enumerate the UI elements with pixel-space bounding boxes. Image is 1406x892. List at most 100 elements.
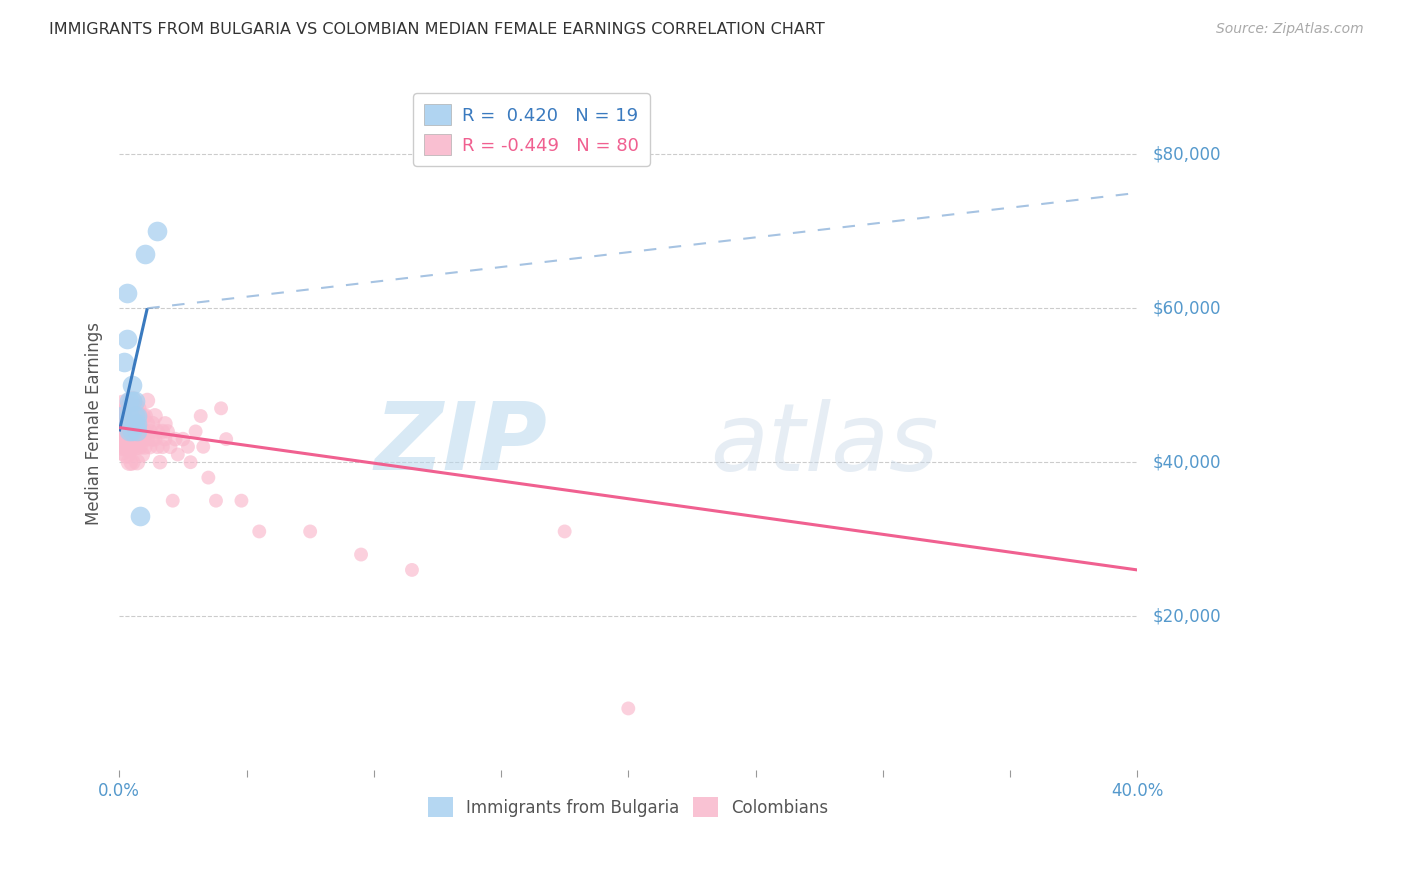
Point (193, 440, 215, 454)
Point (134, 247, 156, 261)
Point (121, 455, 143, 469)
Point (128, 509, 150, 524)
Point (112, 417, 135, 431)
Point (121, 425, 143, 439)
Point (153, 417, 176, 431)
Point (141, 432, 163, 446)
Point (149, 455, 172, 469)
Point (112, 401, 135, 416)
Point (111, 409, 134, 423)
Point (127, 417, 149, 431)
Point (180, 455, 202, 469)
Point (617, 701, 640, 715)
Point (205, 493, 228, 508)
Point (136, 417, 159, 431)
Point (152, 425, 174, 439)
Point (166, 448, 188, 462)
Point (146, 224, 169, 238)
Point (184, 425, 207, 439)
Point (131, 425, 153, 439)
Point (401, 563, 423, 577)
Point (115, 448, 138, 462)
Point (115, 440, 138, 454)
Point (247, 524, 270, 539)
Point (121, 409, 143, 423)
Point (127, 409, 149, 423)
Legend: Immigrants from Bulgaria, Colombians: Immigrants from Bulgaria, Colombians (422, 790, 835, 824)
Point (112, 440, 135, 454)
Point (172, 432, 194, 446)
Text: $80,000: $80,000 (1153, 145, 1220, 163)
Point (118, 393, 141, 408)
Point (156, 425, 179, 439)
Point (112, 432, 135, 446)
Point (128, 409, 150, 423)
Point (139, 440, 162, 454)
Point (124, 425, 146, 439)
Point (159, 440, 181, 454)
Point (152, 440, 174, 454)
Point (127, 425, 149, 439)
Text: IMMIGRANTS FROM BULGARIA VS COLOMBIAN MEDIAN FEMALE EARNINGS CORRELATION CHART: IMMIGRANTS FROM BULGARIA VS COLOMBIAN ME… (49, 22, 825, 37)
Point (118, 401, 141, 416)
Point (177, 440, 200, 454)
Point (127, 425, 149, 439)
Point (127, 409, 149, 423)
Point (146, 440, 169, 454)
Point (127, 440, 149, 454)
Point (121, 393, 143, 408)
Point (124, 409, 146, 423)
Point (111, 440, 134, 454)
Point (143, 409, 166, 423)
Text: Source: ZipAtlas.com: Source: ZipAtlas.com (1216, 22, 1364, 37)
Point (143, 432, 166, 446)
Point (124, 432, 146, 446)
Point (121, 440, 143, 454)
Point (118, 425, 141, 439)
Point (118, 417, 141, 431)
Point (190, 409, 212, 423)
Point (124, 401, 146, 416)
Point (131, 448, 153, 462)
Point (209, 401, 232, 416)
Point (127, 432, 149, 446)
Point (118, 409, 141, 423)
Text: atlas: atlas (710, 399, 938, 490)
Text: $40,000: $40,000 (1153, 453, 1220, 471)
Point (146, 425, 169, 439)
Point (215, 432, 238, 446)
Point (136, 393, 159, 408)
Point (118, 455, 141, 469)
Point (128, 440, 150, 454)
Point (165, 432, 187, 446)
Point (112, 355, 135, 369)
Point (162, 493, 184, 508)
Point (121, 425, 143, 439)
Text: ZIP: ZIP (374, 399, 547, 491)
Text: $20,000: $20,000 (1153, 607, 1222, 625)
Point (124, 417, 146, 431)
Point (118, 425, 141, 439)
Point (128, 425, 150, 439)
Point (118, 440, 141, 454)
Point (131, 409, 153, 423)
Point (124, 417, 146, 431)
Y-axis label: Median Female Earnings: Median Female Earnings (86, 322, 103, 525)
Point (197, 470, 219, 484)
Point (139, 425, 162, 439)
Point (134, 440, 156, 454)
Point (141, 417, 163, 431)
Point (134, 425, 156, 439)
Point (115, 332, 138, 346)
Point (121, 393, 143, 408)
Point (127, 455, 149, 469)
Text: $60,000: $60,000 (1153, 300, 1220, 318)
Point (115, 432, 138, 446)
Point (350, 548, 373, 562)
Point (124, 393, 146, 408)
Point (111, 425, 134, 439)
Point (134, 409, 156, 423)
Point (121, 432, 143, 446)
Point (554, 524, 576, 539)
Point (136, 432, 159, 446)
